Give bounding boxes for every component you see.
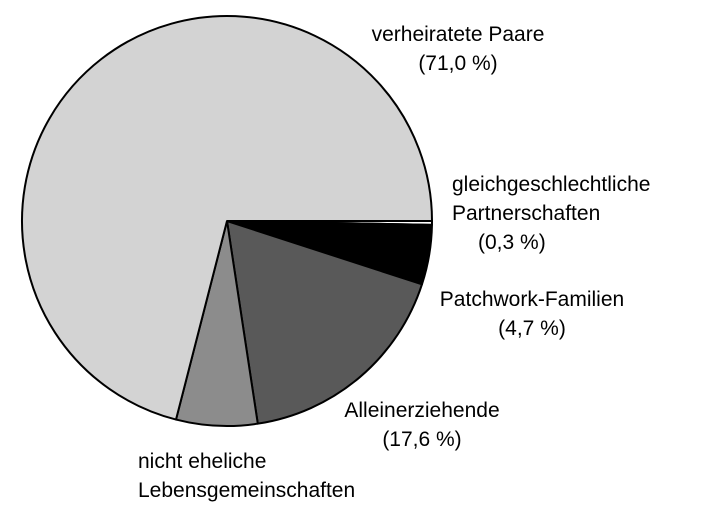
value-label: (0,3 %) <box>478 231 546 254</box>
value-label: (4,7 %) <box>498 317 566 340</box>
slice-label: verheiratete Paare (71,0 %) <box>328 20 588 78</box>
value-label: (17,6 %) <box>382 428 462 451</box>
category-label: nicht eheliche Lebensgemeinschaften <box>138 450 356 502</box>
slice-label: Alleinerziehende (17,6 %) <box>312 396 532 454</box>
value-label: (71,0 %) <box>418 52 498 75</box>
category-label: Patchwork-Familien <box>439 288 625 311</box>
pie-slice <box>226 220 423 425</box>
slice-label: nicht eheliche Lebensgemeinschaften <box>138 447 368 505</box>
slice-label: Patchwork-Familien (4,7 %) <box>412 285 652 343</box>
category-label: verheiratete Paare <box>371 23 545 46</box>
pie-slice <box>21 15 433 421</box>
slice-label: gleichgeschlechtliche Partnerschaften (0,… <box>452 170 692 257</box>
category-label: Alleinerziehende <box>344 399 500 422</box>
category-label: gleichgeschlechtliche Partnerschaften <box>452 173 651 225</box>
